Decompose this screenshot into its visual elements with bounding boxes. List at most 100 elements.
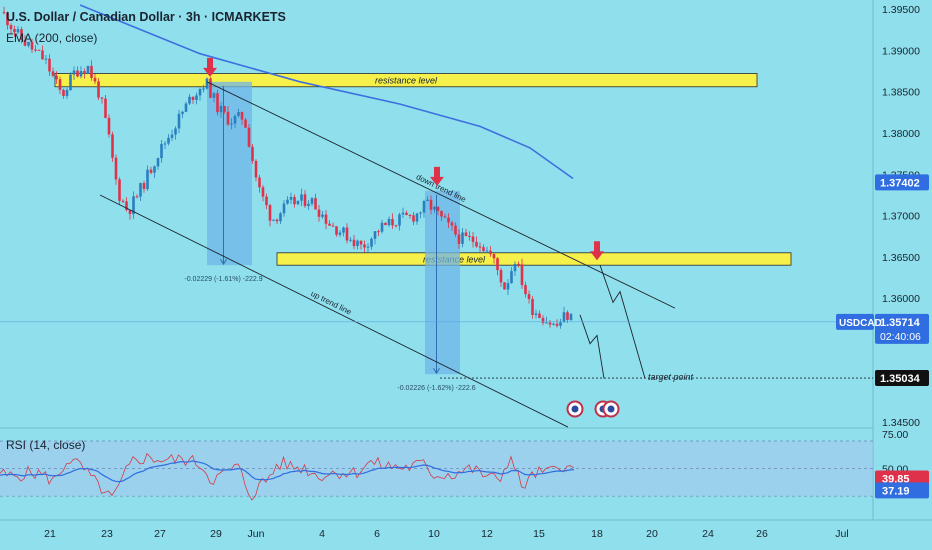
candle bbox=[48, 58, 51, 72]
candle bbox=[125, 201, 128, 211]
candle bbox=[293, 197, 296, 205]
rsi-tick-label: 75.00 bbox=[882, 429, 908, 441]
candle bbox=[104, 98, 107, 118]
last-price-tag: 1.35714 bbox=[880, 317, 921, 329]
target-label: target point bbox=[648, 372, 694, 382]
candle bbox=[90, 65, 93, 78]
candle bbox=[307, 203, 310, 207]
symbol-tag-bg bbox=[836, 313, 874, 330]
candle bbox=[328, 223, 331, 226]
candle bbox=[475, 241, 478, 247]
candle bbox=[275, 219, 279, 222]
ema-indicator-label[interactable]: EMA (200, close) bbox=[6, 31, 98, 45]
candle bbox=[552, 323, 555, 325]
time-tick-label: Jun bbox=[248, 528, 265, 540]
candle bbox=[482, 247, 485, 251]
time-tick-label: 24 bbox=[702, 528, 714, 540]
candle bbox=[230, 123, 233, 125]
candle bbox=[191, 96, 195, 100]
measure-arrow-head bbox=[433, 367, 440, 375]
economic-event-icon-core bbox=[607, 405, 615, 413]
candle bbox=[27, 41, 30, 46]
candle bbox=[356, 240, 359, 247]
rsi-indicator-label[interactable]: RSI (14, close) bbox=[6, 438, 86, 452]
economic-event-icon-core bbox=[571, 405, 579, 413]
candle bbox=[37, 49, 41, 51]
down-arrow-marker bbox=[590, 241, 604, 261]
candle bbox=[51, 71, 55, 76]
candle bbox=[223, 106, 226, 112]
candle bbox=[401, 212, 405, 215]
time-tick-label: Jul bbox=[835, 528, 848, 540]
candle bbox=[132, 196, 135, 215]
time-tick-label: 12 bbox=[481, 528, 493, 540]
price-tick-label: 1.38500 bbox=[882, 87, 920, 99]
measure-box bbox=[207, 81, 252, 266]
time-tick-label: 23 bbox=[101, 528, 113, 540]
candle bbox=[485, 250, 489, 252]
candle bbox=[426, 199, 429, 202]
candle bbox=[566, 312, 569, 320]
candle bbox=[422, 201, 426, 213]
candle bbox=[520, 264, 524, 286]
candle bbox=[97, 81, 100, 98]
candle bbox=[559, 322, 562, 326]
candles-group bbox=[2, 6, 573, 329]
time-tick-label: 29 bbox=[210, 528, 222, 540]
resistance-zone bbox=[276, 252, 792, 266]
candle bbox=[503, 282, 506, 290]
candle bbox=[443, 216, 447, 218]
candle bbox=[240, 112, 244, 120]
price-tick-label: 1.39000 bbox=[882, 45, 920, 57]
candle bbox=[111, 134, 114, 158]
candle bbox=[555, 323, 559, 326]
candle bbox=[261, 187, 265, 197]
candle bbox=[76, 70, 79, 77]
candle bbox=[160, 143, 163, 159]
candle bbox=[72, 70, 76, 75]
time-tick-label: 15 bbox=[533, 528, 545, 540]
candle bbox=[349, 239, 352, 241]
candle bbox=[20, 29, 23, 40]
candle bbox=[209, 78, 212, 98]
trend-line-label: up trend line bbox=[309, 289, 353, 317]
candle bbox=[461, 232, 464, 244]
candle bbox=[335, 226, 338, 235]
candle bbox=[352, 239, 356, 247]
measure-arrow-head bbox=[220, 258, 227, 266]
candle bbox=[2, 12, 6, 14]
candle bbox=[34, 49, 37, 51]
candle bbox=[286, 199, 289, 204]
last-price-tag-bg bbox=[875, 313, 929, 344]
measure-label: -0.02226 (-1.62%) -222.6 bbox=[397, 385, 475, 392]
candle bbox=[331, 225, 335, 227]
candle bbox=[282, 203, 286, 214]
symbol-title[interactable]: U.S. Dollar / Canadian Dollar · 3h · ICM… bbox=[6, 10, 286, 24]
candle bbox=[471, 236, 475, 242]
time-tick-label: 6 bbox=[374, 528, 380, 540]
candle bbox=[317, 209, 321, 217]
candle bbox=[324, 214, 328, 224]
candle bbox=[163, 143, 167, 145]
candle bbox=[6, 12, 9, 26]
candle bbox=[121, 200, 125, 202]
candle bbox=[377, 231, 380, 233]
candle bbox=[398, 214, 401, 226]
candle bbox=[429, 199, 433, 210]
candle bbox=[118, 179, 121, 201]
candle bbox=[69, 74, 72, 91]
time-tick-label: 10 bbox=[428, 528, 440, 540]
candle bbox=[135, 196, 139, 198]
candle bbox=[447, 217, 450, 223]
candle bbox=[499, 270, 503, 283]
candle bbox=[13, 29, 16, 33]
candle bbox=[419, 212, 422, 214]
trend-line bbox=[99, 194, 569, 428]
candle bbox=[128, 210, 132, 215]
candle bbox=[359, 240, 363, 245]
candle bbox=[93, 77, 97, 82]
candle bbox=[100, 97, 104, 99]
measure-label: -0.02229 (-1.61%) -222.9 bbox=[184, 276, 262, 283]
measure-box bbox=[425, 190, 460, 375]
